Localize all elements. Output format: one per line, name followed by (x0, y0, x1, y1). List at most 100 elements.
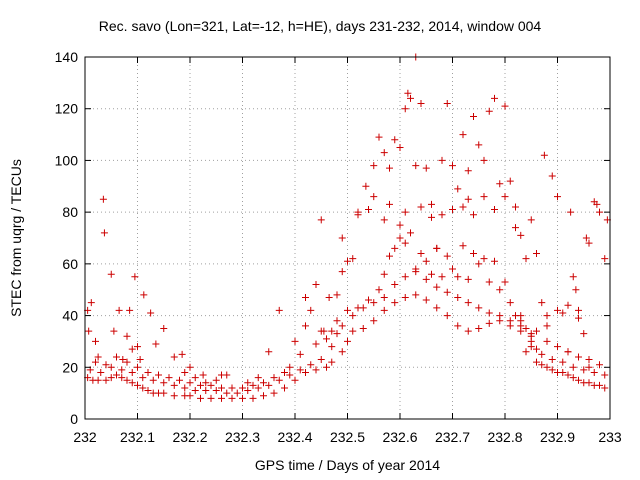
data-point (443, 252, 451, 260)
data-point (375, 133, 383, 141)
data-point (170, 353, 178, 361)
data-point (149, 376, 157, 384)
data-point (512, 224, 519, 232)
data-point (99, 195, 107, 203)
data-point (391, 244, 399, 252)
data-point (449, 265, 456, 273)
data-point (97, 368, 105, 376)
data-point (567, 208, 575, 216)
data-point (349, 255, 357, 263)
data-point (260, 379, 267, 387)
data-point (275, 376, 283, 384)
data-point (85, 327, 93, 335)
data-point (218, 384, 225, 392)
x-tick-label: 232.9 (540, 429, 575, 445)
data-point (338, 348, 346, 356)
data-point (359, 304, 367, 312)
data-point (496, 180, 504, 188)
data-point (593, 200, 601, 208)
data-point (401, 208, 409, 216)
data-point (533, 250, 540, 258)
data-point (338, 268, 346, 276)
data-point (370, 299, 378, 307)
data-point (228, 384, 236, 392)
data-point (239, 384, 246, 392)
data-point (596, 381, 603, 389)
data-point (569, 374, 577, 382)
data-point (344, 306, 351, 314)
data-point (443, 288, 451, 296)
points-layer (84, 53, 611, 402)
data-point (470, 112, 477, 120)
x-tick-label: 232.7 (435, 429, 470, 445)
data-point (428, 270, 435, 278)
data-point (554, 343, 561, 351)
data-point (207, 394, 215, 402)
data-point (491, 94, 498, 102)
data-point (412, 291, 420, 299)
data-point (338, 322, 346, 330)
data-point (506, 317, 514, 325)
data-point (512, 203, 519, 211)
data-point (417, 203, 425, 211)
data-point (325, 293, 333, 301)
data-point (417, 100, 425, 108)
data-point (140, 291, 148, 299)
data-point (533, 345, 540, 353)
data-point (470, 250, 477, 258)
data-point (359, 325, 367, 332)
data-point (459, 131, 467, 139)
data-point (291, 376, 299, 384)
data-point (312, 340, 320, 348)
x-tick-label: 232.2 (172, 429, 207, 445)
data-point (110, 327, 118, 335)
data-point (485, 309, 493, 317)
data-point (391, 281, 399, 289)
data-point (320, 327, 328, 335)
data-point (522, 325, 530, 332)
data-point (249, 394, 257, 402)
data-point (575, 376, 582, 384)
data-point (197, 381, 204, 389)
x-tick-label: 232 (73, 429, 97, 445)
data-point (94, 353, 102, 361)
data-point (428, 213, 435, 221)
data-point (254, 384, 262, 392)
data-point (454, 293, 462, 301)
data-point (186, 392, 194, 400)
data-point (239, 394, 246, 402)
data-point (323, 363, 330, 371)
data-point (113, 353, 120, 361)
data-point (559, 358, 567, 366)
data-point (118, 366, 126, 374)
data-point (155, 371, 162, 379)
x-tick-label: 232.6 (382, 429, 417, 445)
data-point (443, 312, 451, 320)
data-point (115, 306, 123, 314)
data-point (249, 381, 257, 389)
data-point (181, 368, 189, 376)
data-point (569, 273, 577, 281)
data-point (480, 255, 488, 263)
data-point (438, 273, 446, 281)
data-point (265, 348, 273, 356)
data-point (380, 216, 388, 224)
data-point (585, 239, 593, 247)
data-point (107, 270, 115, 278)
data-point (540, 151, 548, 159)
data-point (404, 89, 412, 97)
data-point (223, 371, 231, 379)
data-point (564, 371, 572, 379)
data-point (449, 162, 456, 170)
data-point (464, 327, 472, 335)
data-point (422, 164, 430, 172)
data-point (391, 299, 399, 307)
data-point (506, 299, 514, 307)
data-point (417, 250, 425, 258)
data-point (582, 234, 590, 242)
data-point (270, 374, 278, 382)
data-point (100, 229, 108, 237)
data-point (102, 376, 110, 384)
data-point (228, 394, 236, 402)
data-point (333, 291, 341, 299)
